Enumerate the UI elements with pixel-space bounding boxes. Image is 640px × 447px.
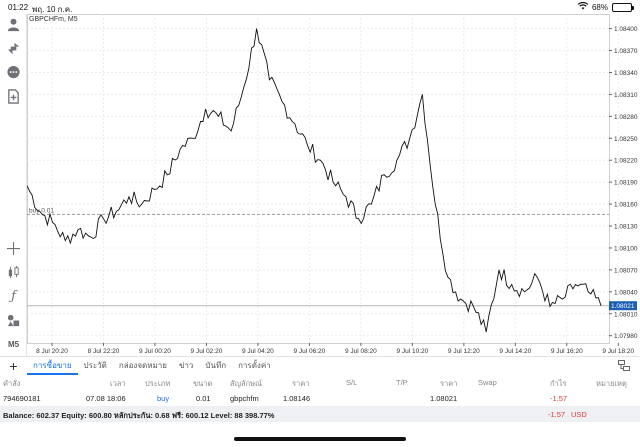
time-tick-label: 9 Jul 00:20 (139, 348, 171, 355)
function-icon[interactable]: ƒ (5, 288, 22, 305)
col-time: เวลา (110, 378, 126, 390)
col-order: คำสั่ง (3, 378, 20, 390)
user-icon[interactable] (5, 16, 22, 33)
price-tick-label: 1.08100 (614, 245, 638, 252)
time-tick-label: 9 Jul 12:20 (448, 348, 480, 355)
current-price-label: 1.08021 (611, 303, 635, 310)
tab-journal[interactable]: บันทึก (199, 357, 232, 375)
layout-icon[interactable] (618, 360, 630, 373)
status-right: 68% (578, 2, 632, 12)
price-tick-label: 1.08400 (614, 26, 638, 33)
time-tick-label: 9 Jul 02:20 (191, 348, 223, 355)
home-indicator (234, 437, 406, 441)
wifi-icon (578, 2, 588, 12)
price-tick-label: 1.08310 (614, 92, 638, 99)
time-tick-label: 9 Jul 10:20 (396, 348, 428, 355)
row-price: 1.08021 (430, 394, 457, 403)
price-tick-label: 1.08010 (614, 311, 638, 318)
price-tick-label: 1.08250 (614, 136, 638, 143)
tab-news[interactable]: ข่าว (173, 357, 199, 375)
table-row[interactable]: 794690181 07.08 18:06 buy 0.01 gbpchfm 1… (0, 390, 640, 406)
balance-bar: Balance: 602.37 Equity: 600.80 หลักประกั… (0, 406, 640, 422)
tab-history[interactable]: ประวัติ (78, 357, 113, 375)
col-symbol: สัญลักษณ์ (230, 378, 262, 390)
col-comment: หมายเหตุ (596, 378, 627, 390)
col-sl: S/L (346, 378, 357, 387)
add-icon[interactable]: + (0, 356, 27, 374)
tab-settings[interactable]: การตั้งค่า (232, 357, 277, 375)
row-time: 07.08 18:06 (86, 394, 126, 403)
price-chart[interactable]: 1.08400 1.08370 1.08340 1.08310 1.08280 1.082… (27, 14, 640, 356)
row-order: 794690181 (3, 394, 41, 403)
col-volume: ขนาด (193, 378, 212, 390)
tab-trade[interactable]: การซื้อขาย (27, 357, 78, 375)
col-price: ราคา (440, 378, 457, 390)
price-tick-label: 1.08220 (614, 158, 638, 165)
tab-mailbox[interactable]: กล่องจดหมาย (113, 357, 173, 375)
status-time: 01:22 (8, 3, 28, 12)
time-tick-label: 9 Jul 08:20 (345, 348, 377, 355)
price-tick-label: 1.08130 (614, 224, 638, 231)
battery-icon (612, 3, 632, 12)
add-document-icon[interactable] (5, 88, 22, 105)
row-volume: 0.01 (196, 394, 211, 403)
col-swap: Swap (478, 378, 497, 387)
chart-canvas[interactable]: 1.08400 1.08370 1.08340 1.08310 1.08280 1.082… (27, 14, 640, 356)
left-toolbar: ƒ M5 (0, 14, 27, 356)
crosshair-icon[interactable] (5, 240, 22, 257)
time-tick-label: 9 Jul 14:20 (499, 348, 531, 355)
price-tick-label: 1.08070 (614, 267, 638, 274)
time-tick-label: 9 Jul 16:20 (551, 348, 583, 355)
positions-table-header: คำสั่ง เวลา ประเภท ขนาด สัญลักษณ์ ราคา S… (0, 374, 640, 390)
price-tick-label: 1.08340 (614, 70, 638, 77)
chart-symbol-label: GBPCHFm, M5 (29, 16, 78, 23)
plot-frame (28, 15, 610, 344)
col-tp: T/P (396, 378, 408, 387)
time-tick-label: 8 Jul 22:20 (88, 348, 120, 355)
status-bar: 01:22 พฤ. 10 ก.ค. 68% (0, 0, 640, 14)
trade-icon[interactable] (5, 40, 22, 57)
price-tick-label: 1.08040 (614, 289, 638, 296)
price-tick-label: 1.08190 (614, 180, 638, 187)
total-profit: -1.57 (548, 410, 565, 419)
chat-icon[interactable] (5, 64, 22, 81)
currency-label: USD (571, 410, 587, 419)
terminal-tabs: การซื้อขาย ประวัติ กล่องจดหมาย ข่าว บันท… (27, 356, 640, 374)
row-type: buy (157, 394, 169, 403)
time-tick-label: 9 Jul 18:20 (602, 348, 634, 355)
objects-icon[interactable] (5, 312, 22, 329)
price-tick-label: 1.08280 (614, 114, 638, 121)
col-profit: กำไร (550, 378, 567, 390)
timeframe-button[interactable]: M5 (5, 336, 22, 353)
battery-percent: 68% (592, 3, 608, 12)
row-symbol: gbpchfm (230, 394, 259, 403)
time-tick-label: 9 Jul 04:20 (242, 348, 274, 355)
price-tick-label: 1.08370 (614, 48, 638, 55)
col-type: ประเภท (145, 378, 170, 390)
time-tick-label: 8 Jul 20:20 (36, 348, 68, 355)
time-tick-label: 9 Jul 06:20 (293, 348, 325, 355)
candles-icon[interactable] (5, 264, 22, 281)
col-open-price: ราคา (292, 378, 309, 390)
price-tick-label: 1.08160 (614, 202, 638, 209)
row-open-price: 1.08146 (283, 394, 310, 403)
balance-summary: Balance: 602.37 Equity: 600.80 หลักประกั… (3, 410, 274, 422)
price-tick-label: 1.07980 (614, 333, 638, 340)
row-profit: -1.57 (550, 394, 567, 403)
